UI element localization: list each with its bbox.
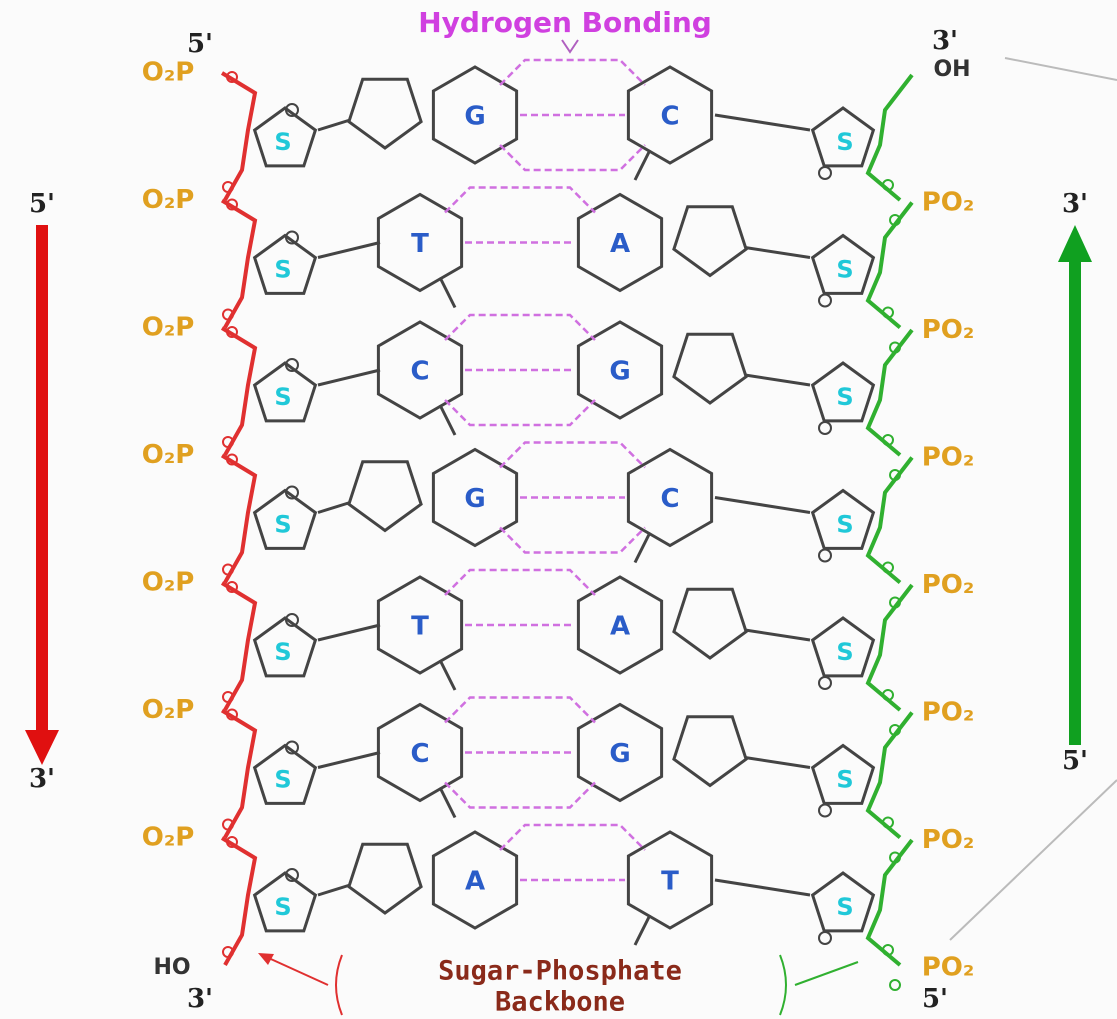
end-group: HO [153, 955, 190, 980]
phosphate-label: PO₂ [922, 315, 975, 345]
phosphate-label: O₂P [142, 568, 195, 598]
background [0, 0, 1117, 1019]
backbone-label: Sugar-Phosphate [438, 956, 682, 987]
sugar-label: S [274, 511, 291, 539]
sugar-label: S [274, 893, 291, 921]
base-label: C [410, 739, 429, 769]
sugar-label: S [836, 128, 853, 156]
end-label: 3' [187, 984, 213, 1014]
base-label: T [411, 612, 429, 642]
base-label: C [660, 484, 679, 514]
end-label: 5' [187, 29, 213, 59]
backbone-label: Backbone [495, 987, 625, 1018]
sugar-label: S [836, 893, 853, 921]
base-label: C [410, 357, 429, 387]
end-label: 3' [932, 26, 958, 56]
sugar-label: S [836, 256, 853, 284]
sugar-label: S [274, 383, 291, 411]
base-label: A [465, 867, 485, 897]
base-label: G [464, 102, 485, 132]
sugar-label: S [836, 383, 853, 411]
phosphate-label: O₂P [142, 695, 195, 725]
base-label: A [610, 229, 630, 259]
phosphate-label: PO₂ [922, 953, 975, 983]
phosphate-label: O₂P [142, 313, 195, 343]
arrow-label: 5' [29, 189, 55, 219]
end-group: OH [933, 57, 970, 82]
base-label: C [660, 102, 679, 132]
phosphate-label: PO₂ [922, 570, 975, 600]
phosphate-label: O₂P [142, 58, 195, 88]
dna-diagram: Hydrogen Bonding 5' 3' OH HO 3' 5' 5' 3'… [0, 0, 1117, 1019]
title: Hydrogen Bonding [418, 6, 712, 39]
phosphate-label: O₂P [142, 823, 195, 853]
sugar-label: S [836, 511, 853, 539]
phosphate-label: PO₂ [922, 825, 975, 855]
base-label: G [464, 484, 485, 514]
sugar-label: S [274, 128, 291, 156]
base-label: T [411, 229, 429, 259]
sugar-label: S [836, 638, 853, 666]
sugar-label: S [274, 256, 291, 284]
base-label: T [661, 867, 679, 897]
end-label: 5' [922, 984, 948, 1014]
sugar-label: S [836, 766, 853, 794]
phosphate-label: PO₂ [922, 188, 975, 218]
arrow-label: 3' [29, 764, 55, 794]
sugar-label: S [274, 638, 291, 666]
phosphate-label: PO₂ [922, 698, 975, 728]
base-label: A [610, 612, 630, 642]
phosphate-label: O₂P [142, 440, 195, 470]
phosphate-label: O₂P [142, 185, 195, 215]
arrow-label: 3' [1062, 189, 1088, 219]
base-label: G [609, 357, 630, 387]
sugar-label: S [274, 766, 291, 794]
arrow-label: 5' [1062, 746, 1088, 776]
phosphate-label: PO₂ [922, 443, 975, 473]
base-label: G [609, 739, 630, 769]
